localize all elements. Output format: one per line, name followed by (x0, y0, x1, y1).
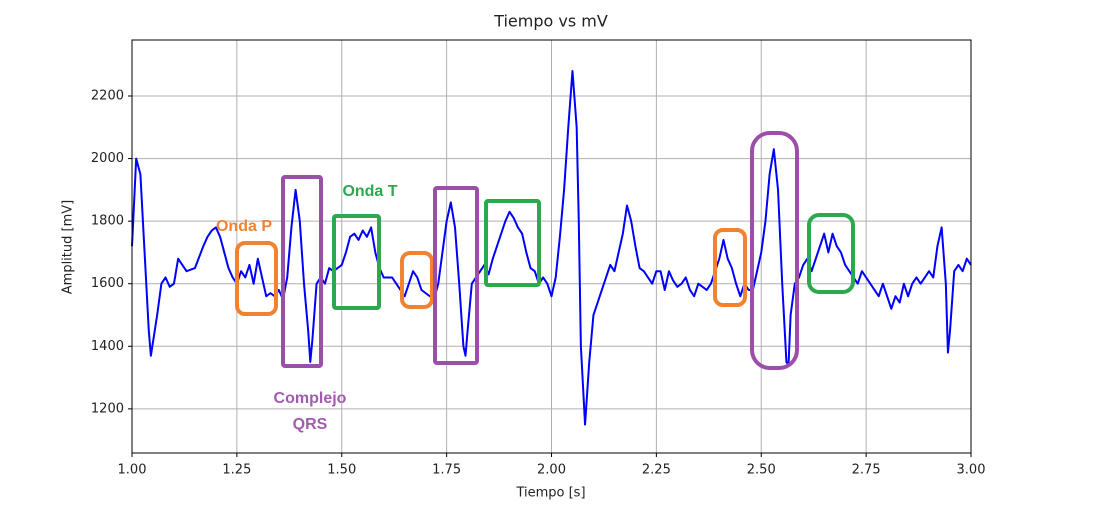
y-axis-label: Amplitud [mV] (61, 200, 76, 294)
ecg-line (131, 69, 972, 426)
y-tick-label: 1600 (91, 276, 124, 291)
p-wave-label: Onda P (216, 218, 272, 235)
p-wave-box (400, 251, 434, 309)
x-tick-label: 2.00 (537, 463, 566, 478)
y-tick-label: 1400 (91, 339, 124, 354)
annotation-boxes (235, 131, 855, 370)
x-tick-label: 1.25 (222, 463, 251, 478)
x-axis-label: Tiempo [s] (515, 486, 585, 501)
p-wave-box (713, 228, 747, 307)
x-tick-label: 2.25 (642, 463, 671, 478)
y-tick-label: 1800 (91, 214, 124, 229)
x-tick-label: 1.75 (432, 463, 461, 478)
qrs-box (750, 131, 799, 370)
x-tick-label: 1.00 (118, 463, 147, 478)
t-wave-label: Onda T (342, 183, 397, 200)
t-wave-box (807, 213, 855, 294)
qrs-box (433, 186, 479, 365)
x-tick-label: 3.00 (957, 463, 986, 478)
qrs-box (281, 175, 323, 368)
plot-area: 1200 1400 1600 1800 2000 2200 1.00 1.25 1.50 1.75… (91, 39, 986, 478)
p-wave-box (235, 241, 278, 316)
x-tick-label: 1.50 (327, 463, 356, 478)
y-tick-label: 1200 (91, 401, 124, 416)
x-tick-label: 2.75 (852, 463, 881, 478)
chart-title: Tiempo vs mV (493, 12, 608, 31)
qrs-label: Complejo (274, 390, 347, 407)
t-wave-box (332, 214, 381, 310)
qrs-label: QRS (293, 416, 328, 433)
x-tick-label: 2.50 (747, 463, 776, 478)
t-wave-box (484, 199, 541, 287)
plot-frame (131, 39, 972, 454)
y-tick-label: 2000 (91, 151, 124, 166)
y-tick-label: 2200 (91, 89, 124, 104)
